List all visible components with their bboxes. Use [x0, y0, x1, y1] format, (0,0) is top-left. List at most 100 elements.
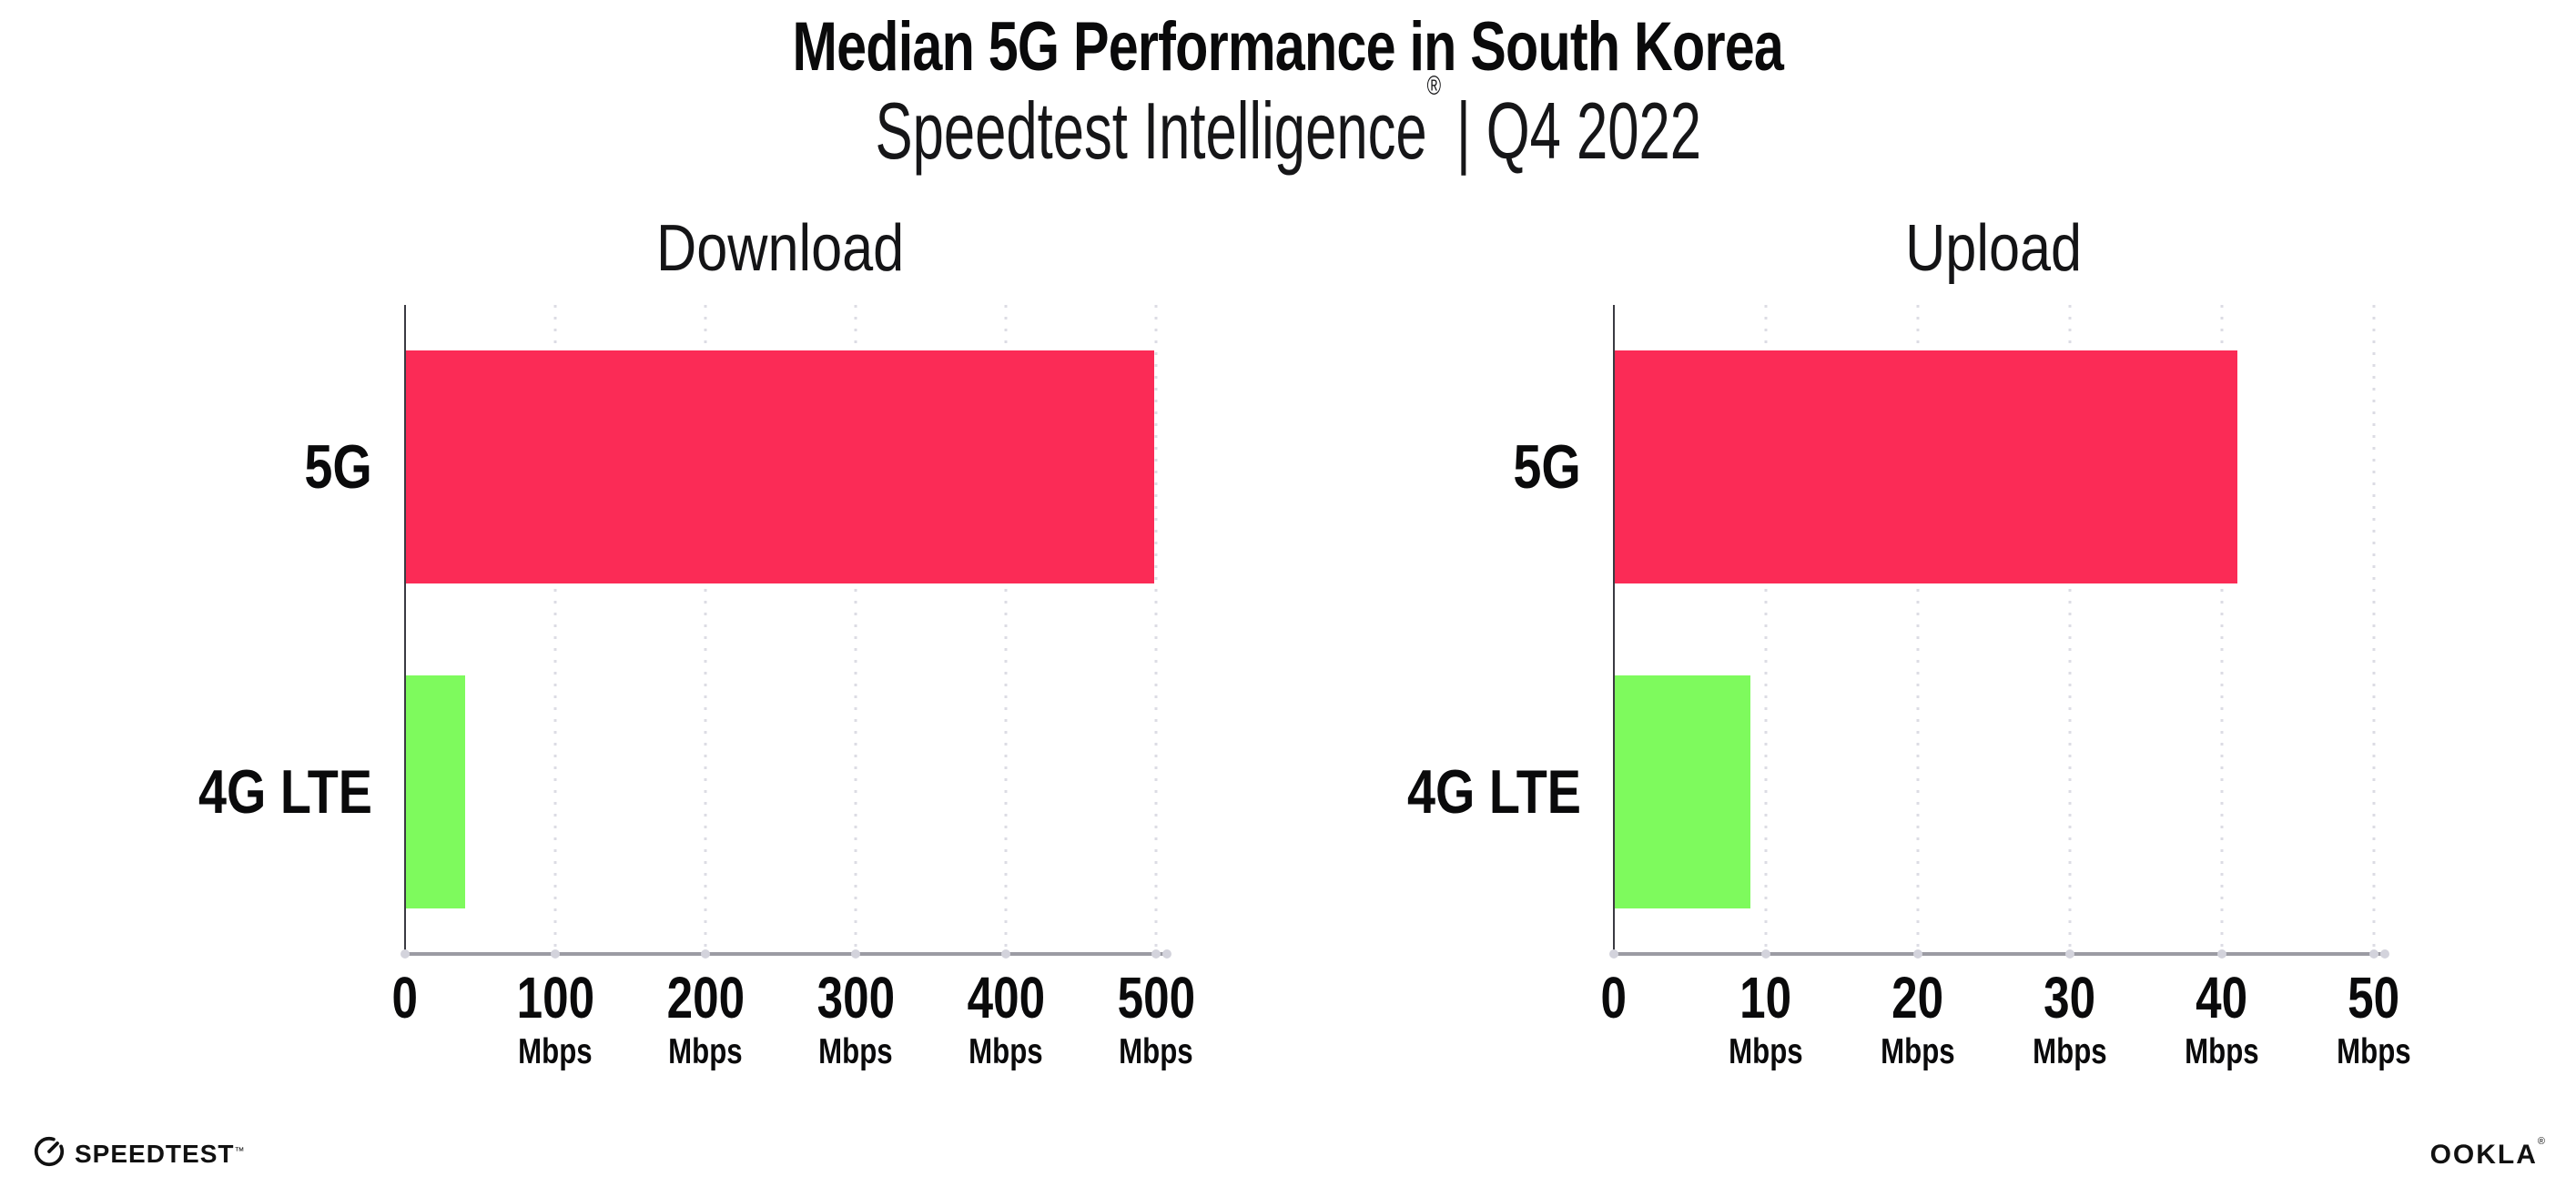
x-tick-value: 400 [967, 965, 1045, 1030]
gridline-100 [553, 305, 557, 954]
x-tick-value: 50 [2348, 965, 2400, 1030]
x-tick-value: 200 [666, 965, 745, 1030]
x-tick-label-200: 200 [569, 969, 842, 1027]
ookla-registered-mark: ® [2537, 1136, 2547, 1147]
x-tick-unit-20: Mbps [1781, 1034, 2054, 1070]
x-tick-unit-label: Mbps [2033, 1032, 2107, 1071]
x-tick-unit-label: Mbps [2185, 1032, 2259, 1071]
bar-5g-download [405, 350, 1155, 584]
axis-tick-dot-0 [401, 949, 410, 959]
x-tick-unit-label: Mbps [2337, 1032, 2411, 1071]
page-title-text: Median 5G Performance in South Korea [792, 8, 1784, 86]
axis-end-dot [1162, 949, 1171, 959]
subtitle-period: Q4 2022 [1486, 86, 1701, 176]
axis-tick-dot-20 [1913, 949, 1922, 959]
x-tick-value: 0 [1600, 965, 1628, 1030]
x-tick-label-10: 10 [1629, 969, 1902, 1027]
subtitle-brand: Speedtest Intelligence [875, 86, 1427, 176]
speedtest-wordmark: SPEEDTEST™ [75, 1140, 245, 1169]
page-subtitle-text: Speedtest Intelligence® | Q4 2022 [875, 72, 1701, 176]
x-tick-label-500: 500 [1019, 969, 1293, 1027]
x-tick-label-50: 50 [2237, 969, 2510, 1027]
x-tick-value: 300 [816, 965, 895, 1030]
gridline-200 [704, 305, 707, 954]
axis-tick-dot-0 [1609, 949, 1618, 959]
x-tick-unit-50: Mbps [2237, 1034, 2510, 1070]
bar-4g-lte-download [405, 675, 465, 908]
gridline-20 [1916, 305, 1920, 954]
x-tick-label-300: 300 [719, 969, 992, 1027]
category-label-text: 4G LTE [198, 756, 372, 827]
axis-tick-dot-100 [551, 949, 560, 959]
axis-tick-dot-300 [851, 949, 860, 959]
trademark-mark: ™ [234, 1145, 246, 1157]
gridline-40 [2220, 305, 2224, 954]
x-tick-unit-10: Mbps [1629, 1034, 1902, 1070]
x-tick-value: 10 [1739, 965, 1792, 1030]
x-tick-unit-300: Mbps [719, 1034, 992, 1070]
x-tick-value: 500 [1117, 965, 1195, 1030]
gridline-30 [2068, 305, 2072, 954]
bar-4g-lte-upload [1614, 675, 1751, 908]
category-label-5g: 5G [289, 436, 372, 498]
y-axis-line [1613, 305, 1615, 956]
x-tick-unit-label: Mbps [668, 1032, 743, 1071]
registered-mark: ® [1426, 70, 1441, 101]
gridline-400 [1004, 305, 1008, 954]
axis-tick-dot-10 [1761, 949, 1770, 959]
x-tick-unit-label: Mbps [518, 1032, 593, 1071]
category-label-5g: 5G [1498, 436, 1581, 498]
x-tick-value: 100 [516, 965, 594, 1030]
axis-tick-dot-30 [2065, 949, 2074, 959]
x-tick-unit-500: Mbps [1019, 1034, 1293, 1070]
x-tick-unit-label: Mbps [1119, 1032, 1193, 1071]
x-axis-line [1612, 952, 2387, 956]
chart-title-upload-text: Upload [1905, 212, 2083, 285]
x-tick-label-0: 0 [1477, 969, 1750, 1027]
gridline-50 [2372, 305, 2376, 954]
x-tick-value: 40 [2196, 965, 2248, 1030]
page-subtitle: Speedtest Intelligence® | Q4 2022 [0, 72, 2576, 176]
x-tick-unit-label: Mbps [969, 1032, 1043, 1071]
gauge-icon [33, 1135, 66, 1172]
x-tick-unit-100: Mbps [419, 1034, 692, 1070]
chart-title-upload: Upload [1614, 216, 2374, 281]
speedtest-logo: SPEEDTEST™ [33, 1135, 245, 1172]
page-title: Median 5G Performance in South Korea [0, 7, 2576, 86]
download-chart: Download 0 100 Mbps 200 Mbps 300 Mbps 400 Mbps 50… [198, 216, 1195, 1070]
plot-area [401, 305, 1171, 959]
chart-title-download-text: Download [656, 212, 905, 285]
x-tick-unit-label: Mbps [818, 1032, 893, 1071]
x-tick-label-400: 400 [869, 969, 1142, 1027]
x-tick-label-100: 100 [419, 969, 692, 1027]
gridline-500 [1154, 305, 1158, 954]
gridline-10 [1764, 305, 1768, 954]
category-label-text: 5G [1513, 432, 1581, 502]
x-axis-line [403, 952, 1169, 956]
y-axis-line [404, 305, 406, 956]
axis-end-dot [2380, 949, 2389, 959]
axis-tick-dot-400 [1001, 949, 1010, 959]
plot-area [1609, 305, 2389, 959]
chart-title-download: Download [405, 216, 1156, 281]
x-tick-value: 20 [1891, 965, 1944, 1030]
upload-chart: Upload 0 10 Mbps 20 Mbps 30 Mbps 40 Mbps 50 Mbps 5G… [1407, 216, 2411, 1070]
x-tick-unit-200: Mbps [569, 1034, 842, 1070]
category-label-4g-lte: 4G LTE [1369, 761, 1581, 823]
subtitle-separator: | [1455, 86, 1471, 176]
x-tick-label-30: 30 [1933, 969, 2206, 1027]
ookla-logo: OOKLA® [2429, 1136, 2547, 1171]
axis-tick-dot-200 [701, 949, 710, 959]
ookla-wordmark-text: OOKLA [2429, 1140, 2538, 1170]
axis-tick-dot-40 [2217, 949, 2226, 959]
x-tick-unit-30: Mbps [1933, 1034, 2206, 1070]
category-label-text: 4G LTE [1406, 756, 1581, 827]
x-tick-label-40: 40 [2085, 969, 2358, 1027]
axis-tick-dot-50 [2369, 949, 2378, 959]
x-tick-unit-400: Mbps [869, 1034, 1142, 1070]
axis-tick-dot-500 [1151, 949, 1161, 959]
x-tick-label-20: 20 [1781, 969, 2054, 1027]
category-label-4g-lte: 4G LTE [160, 761, 372, 823]
x-tick-value: 30 [2044, 965, 2096, 1030]
